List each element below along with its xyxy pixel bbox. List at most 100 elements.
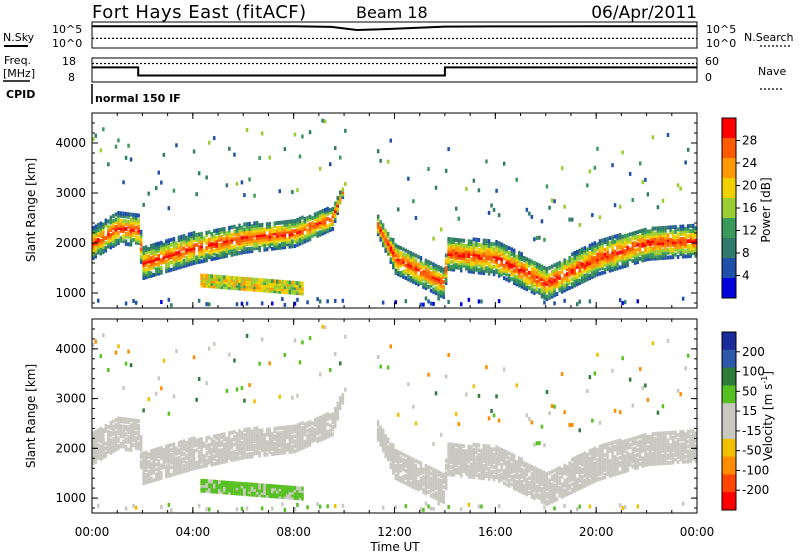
power-cell — [230, 250, 234, 255]
velocity-cell — [255, 426, 259, 431]
velocity-cell — [376, 422, 380, 427]
power-cell — [223, 254, 226, 259]
power-cell — [525, 279, 529, 284]
power-cell — [513, 253, 516, 258]
velocity-cell — [520, 462, 523, 467]
velocity-cell — [576, 457, 579, 462]
power-cell — [644, 245, 647, 250]
power-cell — [581, 257, 584, 262]
power-cell — [563, 285, 566, 290]
power-cell — [208, 255, 211, 260]
power-cell — [172, 259, 176, 264]
power-cell — [477, 299, 481, 304]
velocity-cell — [142, 408, 145, 413]
velocity-cell — [248, 452, 251, 457]
power-cell — [543, 270, 546, 275]
power-cell — [389, 257, 392, 262]
velocity-cell — [576, 462, 579, 467]
velocity-cell — [477, 448, 481, 453]
power-cell — [681, 224, 685, 229]
power-cell — [129, 232, 133, 237]
power-cell — [213, 244, 216, 249]
velocity-cell — [457, 448, 460, 453]
velocity-cell — [172, 467, 176, 472]
power-cell — [119, 218, 123, 223]
velocity-cell — [225, 388, 229, 393]
power-cell — [651, 241, 655, 246]
velocity-cell — [500, 475, 503, 480]
velocity-cell — [187, 455, 191, 460]
power-cell — [296, 217, 299, 222]
velocity-cell — [583, 481, 587, 486]
velocity-cell — [543, 471, 546, 475]
velocity-cell — [215, 446, 218, 451]
power-cell — [555, 267, 559, 272]
velocity-cell — [97, 453, 100, 458]
velocity-cell — [238, 441, 241, 446]
colorbar-swatch — [722, 178, 736, 199]
velocity-cell — [283, 430, 287, 435]
power-cell — [306, 300, 309, 305]
velocity-cell — [523, 486, 526, 491]
velocity-cell — [276, 431, 279, 436]
power-cell — [444, 278, 448, 283]
velocity-cell — [190, 437, 193, 442]
power-cell — [664, 253, 667, 258]
power-cell — [520, 282, 523, 287]
velocity-cell — [543, 498, 546, 503]
power-cell — [394, 263, 397, 268]
velocity-cell — [578, 476, 581, 481]
velocity-cell — [182, 469, 186, 474]
velocity-cell — [276, 436, 279, 441]
power-cell — [293, 301, 297, 306]
power-cell — [117, 218, 120, 223]
velocity-cell — [528, 417, 531, 421]
power-cell — [192, 256, 196, 260]
velocity-cell — [548, 498, 551, 503]
power-cell — [233, 286, 236, 291]
velocity-cell — [588, 504, 592, 509]
colorbar-swatch — [722, 118, 736, 139]
power-cell — [623, 264, 627, 268]
velocity-cell — [578, 473, 581, 478]
velocity-cell — [192, 451, 196, 456]
power-cell — [427, 267, 430, 272]
velocity-cell — [175, 464, 178, 468]
power-cell — [137, 218, 140, 223]
velocity-cell — [92, 343, 95, 347]
velocity-cell — [233, 430, 236, 435]
power-cell — [487, 261, 491, 266]
velocity-cell — [150, 478, 153, 483]
velocity-cell — [223, 434, 226, 439]
power-cell — [238, 238, 241, 243]
velocity-cell — [442, 475, 445, 480]
power-cell — [608, 243, 612, 248]
velocity-cell — [94, 444, 97, 449]
power-cell — [583, 256, 587, 261]
velocity-cell — [245, 437, 249, 442]
velocity-cell — [329, 433, 332, 438]
velocity-cell — [444, 478, 448, 483]
velocity-cell — [528, 466, 531, 471]
velocity-cell — [97, 503, 100, 508]
velocity-cell — [437, 487, 440, 492]
power-cell — [475, 252, 478, 257]
power-cell — [187, 257, 191, 262]
power-cell — [301, 225, 304, 230]
power-cell — [477, 243, 481, 247]
power-cell — [578, 281, 581, 286]
freq-label-line1: Freq. — [4, 54, 31, 67]
power-cell — [225, 243, 229, 248]
power-cell — [144, 262, 148, 267]
power-cell — [220, 247, 224, 252]
velocity-cell — [581, 485, 584, 489]
velocity-cell — [144, 475, 148, 480]
velocity-cell — [162, 460, 166, 465]
power-cell — [147, 247, 150, 251]
power-cell — [263, 286, 266, 290]
velocity-cell — [553, 478, 556, 483]
power-cell — [271, 286, 274, 291]
power-cell — [250, 277, 254, 282]
velocity-cell — [205, 453, 208, 458]
power-cell — [210, 279, 213, 284]
